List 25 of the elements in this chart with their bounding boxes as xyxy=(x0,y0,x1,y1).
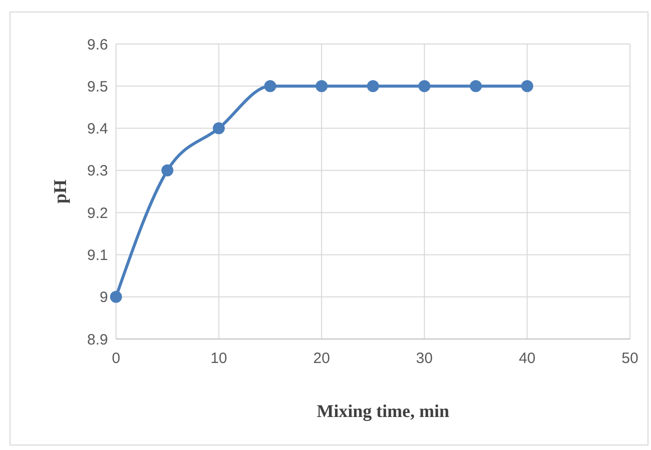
y-tick-label: 9.3 xyxy=(87,162,108,180)
point xyxy=(367,80,379,92)
x-tick-label: 30 xyxy=(416,350,433,367)
y-tick-label: 9.4 xyxy=(87,120,108,138)
y-tick-label: 9.1 xyxy=(87,246,108,264)
x-tick-label: 20 xyxy=(313,350,330,367)
y-tick-label: 9 xyxy=(100,289,108,306)
x-tick-label: 0 xyxy=(112,350,120,367)
x-tick-label: 50 xyxy=(622,350,638,367)
point xyxy=(161,164,174,176)
x-tick-label: 10 xyxy=(210,350,228,367)
x-axis-title: Mixing time, min xyxy=(316,401,450,421)
point xyxy=(264,80,276,92)
point xyxy=(316,80,328,92)
y-tick-label: 8.9 xyxy=(87,331,108,348)
point xyxy=(470,80,482,92)
point xyxy=(110,290,122,303)
y-tick-label: 9.5 xyxy=(87,78,108,96)
x-tick-label: 40 xyxy=(518,350,536,367)
y-tick-label: 9.6 xyxy=(87,36,108,54)
y-tick-label: 9.2 xyxy=(87,204,108,222)
y-axis-title: pH xyxy=(50,179,70,204)
point xyxy=(418,80,430,92)
point xyxy=(521,80,534,92)
point xyxy=(212,122,225,134)
